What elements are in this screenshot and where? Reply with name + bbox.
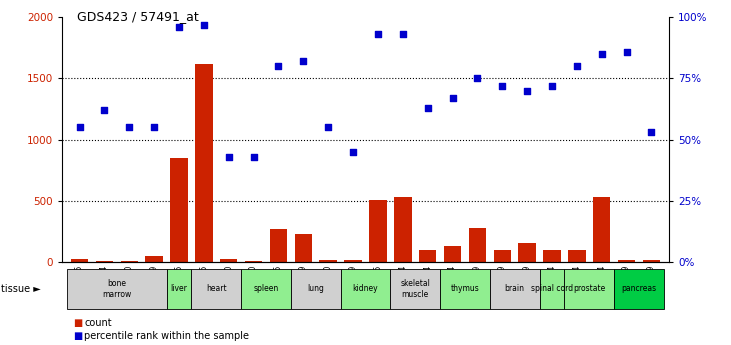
Text: spinal cord: spinal cord xyxy=(531,284,573,294)
Point xyxy=(322,125,334,130)
Bar xyxy=(121,261,138,262)
Bar xyxy=(344,260,362,262)
Bar xyxy=(295,234,312,262)
Point xyxy=(273,63,284,69)
Point xyxy=(447,95,458,101)
Point xyxy=(198,22,210,27)
Text: lung: lung xyxy=(307,284,325,294)
Bar xyxy=(145,256,163,262)
Text: bone
marrow: bone marrow xyxy=(102,279,132,299)
Text: brain: brain xyxy=(504,284,525,294)
Point xyxy=(223,154,235,160)
Bar xyxy=(245,261,262,262)
Point xyxy=(397,32,409,37)
Bar xyxy=(220,258,238,262)
Bar xyxy=(241,269,291,309)
Point xyxy=(546,83,558,89)
Point xyxy=(621,49,632,54)
Bar xyxy=(167,269,192,309)
Bar xyxy=(71,258,88,262)
Bar xyxy=(518,243,536,262)
Bar xyxy=(369,200,387,262)
Point xyxy=(298,59,309,64)
Point xyxy=(496,83,508,89)
Bar xyxy=(291,269,341,309)
Text: prostate: prostate xyxy=(573,284,605,294)
Bar xyxy=(96,261,113,262)
Text: count: count xyxy=(84,318,112,327)
Bar xyxy=(341,269,390,309)
Bar xyxy=(490,269,539,309)
Bar xyxy=(493,250,511,262)
Bar xyxy=(192,269,241,309)
Bar xyxy=(543,250,561,262)
Text: ■: ■ xyxy=(73,318,83,327)
Text: percentile rank within the sample: percentile rank within the sample xyxy=(84,332,249,341)
Point xyxy=(347,149,359,155)
Text: GDS423 / 57491_at: GDS423 / 57491_at xyxy=(77,10,199,23)
Text: tissue ►: tissue ► xyxy=(1,284,41,294)
Point xyxy=(99,108,110,113)
Text: spleen: spleen xyxy=(254,284,279,294)
Bar xyxy=(539,269,564,309)
Bar xyxy=(270,229,287,262)
Point xyxy=(471,76,483,81)
Bar xyxy=(170,158,188,262)
Bar xyxy=(643,260,660,262)
Bar xyxy=(618,260,635,262)
Bar xyxy=(568,250,586,262)
Point xyxy=(596,51,607,57)
Point xyxy=(571,63,583,69)
Text: kidney: kidney xyxy=(352,284,379,294)
Point xyxy=(645,130,657,135)
Bar xyxy=(390,269,440,309)
Bar xyxy=(593,197,610,262)
Point xyxy=(422,105,433,111)
Bar xyxy=(440,269,490,309)
Text: thymus: thymus xyxy=(450,284,480,294)
Bar xyxy=(419,250,436,262)
Text: liver: liver xyxy=(170,284,187,294)
Point xyxy=(521,88,533,93)
Text: heart: heart xyxy=(206,284,227,294)
Bar xyxy=(195,64,213,262)
Bar xyxy=(444,246,461,262)
Point xyxy=(248,154,260,160)
Point xyxy=(74,125,86,130)
Bar xyxy=(319,260,337,262)
Point xyxy=(124,125,135,130)
Point xyxy=(148,125,160,130)
Bar xyxy=(67,269,167,309)
Text: skeletal
muscle: skeletal muscle xyxy=(401,279,430,299)
Point xyxy=(173,24,185,30)
Text: pancreas: pancreas xyxy=(621,284,656,294)
Bar xyxy=(564,269,614,309)
Text: ■: ■ xyxy=(73,332,83,341)
Bar xyxy=(469,228,486,262)
Bar xyxy=(614,269,664,309)
Bar xyxy=(394,197,412,262)
Point xyxy=(372,32,384,37)
